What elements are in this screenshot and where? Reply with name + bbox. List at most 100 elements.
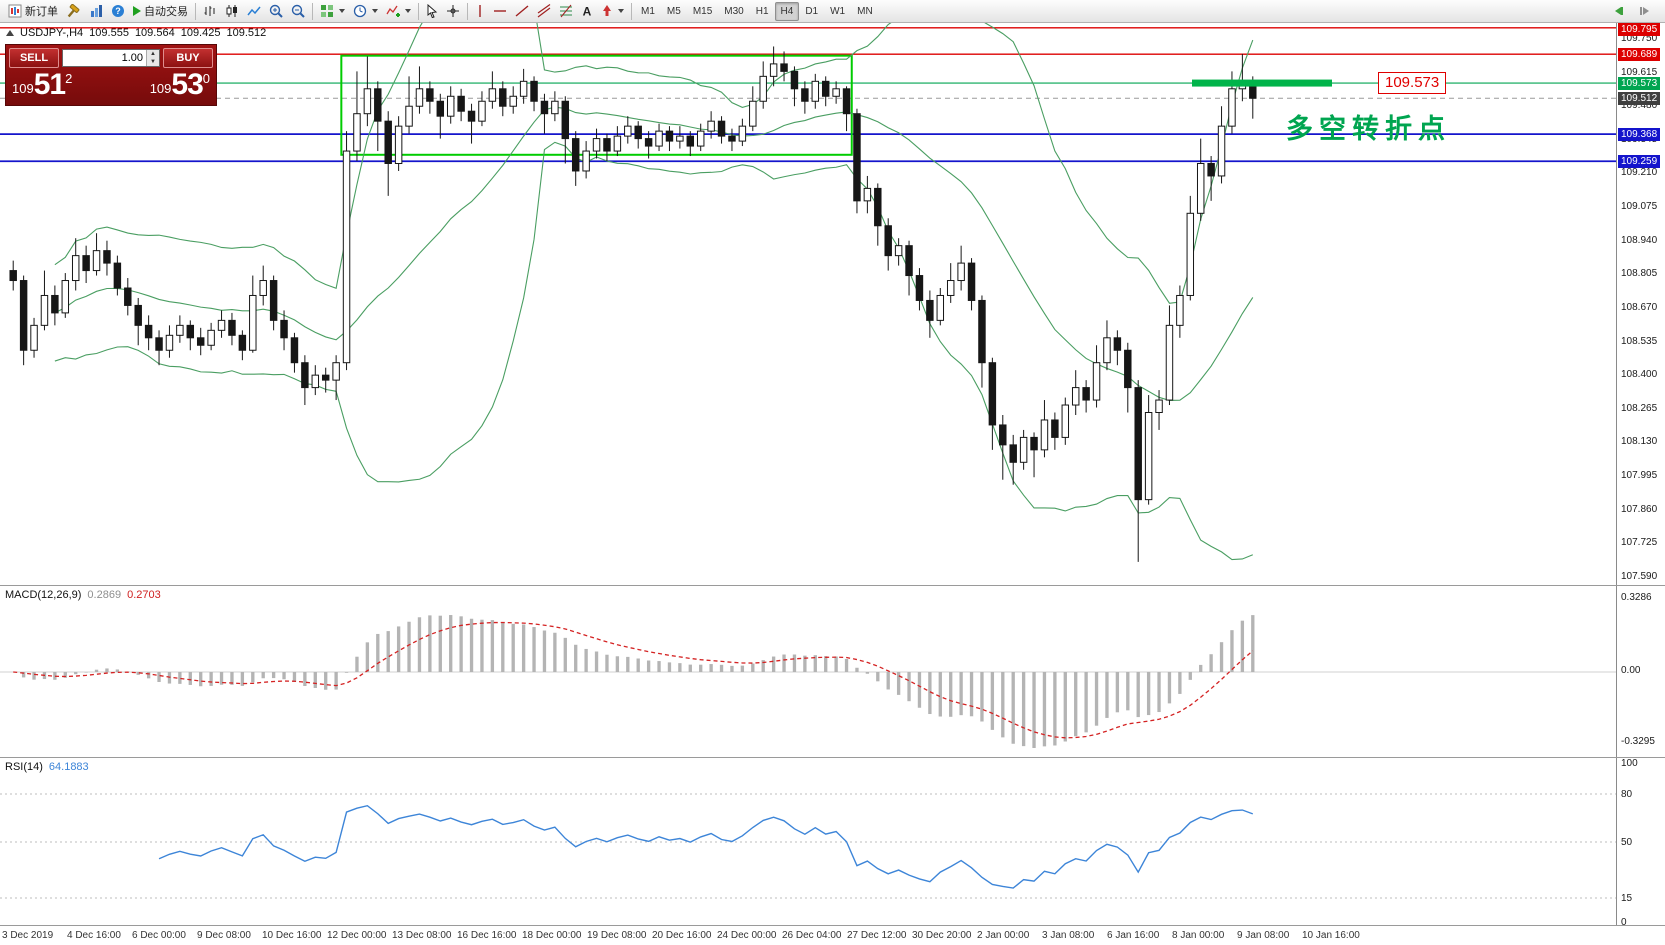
crosshair-icon — [447, 5, 459, 17]
ohlc-open: 109.555 — [89, 27, 129, 39]
timeframe-w1[interactable]: W1 — [830, 5, 846, 17]
price-scale-label: 0 — [1621, 917, 1627, 928]
rsi-label-row: RSI(14) 64.1883 — [5, 761, 89, 773]
crosshair-button[interactable] — [442, 2, 464, 21]
timeframe-h4[interactable]: H4 — [774, 1, 800, 21]
ohlc-high: 109.564 — [134, 27, 175, 39]
buy-button[interactable]: BUY — [163, 48, 213, 68]
indicators-button[interactable] — [382, 2, 415, 21]
svg-text:?: ? — [115, 6, 121, 16]
timeframe-h1[interactable]: H1 — [755, 5, 769, 17]
price-scale-badge: 109.259 — [1618, 154, 1661, 168]
volume-up-icon[interactable]: ▲ — [147, 50, 159, 58]
channel-button[interactable] — [533, 2, 555, 21]
dropdown-caret-icon — [372, 9, 378, 13]
profiles-button[interactable] — [85, 2, 107, 21]
ask-big-digits: 53 — [171, 68, 203, 101]
rsi-name: RSI(14) — [5, 761, 43, 773]
horizontal-line-button[interactable] — [489, 2, 511, 21]
timeframe-m15[interactable]: M15 — [692, 5, 713, 17]
price-scale[interactable]: 109.750109.615109.480109.345109.210109.0… — [1616, 23, 1665, 585]
price-scale-label: 108.130 — [1621, 436, 1658, 448]
time-axis-label: 9 Dec 08:00 — [197, 930, 251, 941]
volume-stepper[interactable]: ▲ ▼ — [146, 50, 159, 66]
time-axis-label: 27 Dec 12:00 — [847, 930, 907, 941]
time-axis-label: 3 Jan 08:00 — [1042, 930, 1095, 941]
text-button[interactable]: A — [577, 2, 597, 21]
dropdown-caret-icon — [339, 9, 345, 13]
price-scale-label: 107.860 — [1621, 503, 1658, 515]
price-scale-label: 109.210 — [1621, 167, 1658, 179]
timeframe-m30[interactable]: M30 — [724, 5, 744, 17]
candlestick-chart-button[interactable] — [221, 2, 243, 21]
rsi-scale[interactable]: 100 80 50 15 0 — [1616, 758, 1665, 928]
ohlc-close: 109.512 — [226, 27, 267, 39]
price-scale-label: -0.3295 — [1621, 736, 1655, 747]
time-axis-label: 8 Jan 00:00 — [1172, 930, 1225, 941]
dropdown-caret-icon — [618, 9, 624, 13]
arrows-icon — [603, 5, 611, 16]
auto-scroll-icon — [1615, 7, 1623, 15]
candlestick-chart-icon — [226, 5, 237, 17]
price-scale-label: 107.995 — [1621, 469, 1658, 481]
bid-price: 109 51 2 — [12, 70, 72, 100]
trendline-button[interactable] — [511, 2, 533, 21]
toolbar-separator — [631, 2, 632, 20]
metaeditor-hammer-icon — [67, 4, 80, 18]
rsi-panel: RSI(14) 64.1883 100 80 50 15 0 — [0, 757, 1665, 928]
price-scale-label: 108.805 — [1621, 268, 1658, 280]
time-axis-label: 3 Dec 2019 — [2, 930, 54, 941]
time-axis-label: 19 Dec 08:00 — [587, 930, 647, 941]
sell-button[interactable]: SELL — [9, 48, 59, 68]
ask-pip-digit: 0 — [202, 71, 210, 86]
tile-windows-icon — [321, 5, 333, 17]
time-axis-label: 6 Dec 00:00 — [132, 930, 186, 941]
macd-panel: MACD(12,26,9) 0.2869 0.2703 0.3286 0.00 -0… — [0, 585, 1665, 757]
help-button[interactable]: ? — [107, 2, 129, 21]
macd-canvas[interactable] — [0, 586, 1616, 757]
price-scale-badge: 109.689 — [1618, 47, 1661, 61]
price-scale-label: 109.075 — [1621, 201, 1658, 213]
volume-down-icon[interactable]: ▼ — [147, 58, 159, 66]
time-axis-label: 24 Dec 00:00 — [717, 930, 777, 941]
profiles-icon — [91, 5, 102, 17]
timeframe-d1[interactable]: D1 — [805, 5, 819, 17]
metaeditor-button[interactable] — [62, 2, 85, 21]
price-scale-label: 0.3286 — [1621, 592, 1652, 603]
arrows-button[interactable] — [597, 2, 628, 21]
timeframe-m5[interactable]: M5 — [666, 5, 681, 17]
zoom-out-button[interactable] — [287, 2, 309, 21]
timeframe-mn[interactable]: MN — [857, 5, 873, 17]
new-order-label: 新订单 — [25, 6, 58, 18]
fibonacci-button[interactable] — [555, 2, 577, 21]
auto-trading-button[interactable]: 自动交易 — [129, 2, 192, 21]
one-click-toggle[interactable] — [6, 30, 14, 36]
price-scale-label: 109.480 — [1621, 100, 1658, 112]
time-axis-label: 30 Dec 20:00 — [912, 930, 972, 941]
line-chart-button[interactable] — [243, 2, 265, 21]
cursor-icon — [427, 4, 438, 18]
main-chart-canvas[interactable] — [0, 23, 1616, 585]
price-level-tag[interactable]: 109.573 — [1378, 72, 1447, 95]
cursor-button[interactable] — [422, 2, 442, 21]
macd-scale[interactable]: 0.3286 0.00 -0.3295 — [1616, 586, 1665, 757]
new-order-button[interactable]: 新订单 — [4, 2, 62, 21]
chart-shift-button[interactable] — [1632, 2, 1655, 21]
volume-input[interactable]: 1.00 ▲ ▼ — [62, 49, 160, 67]
periods-button[interactable] — [349, 2, 382, 21]
rsi-canvas[interactable] — [0, 758, 1616, 925]
indicators-icon — [386, 5, 400, 17]
timeframe-m1[interactable]: M1 — [641, 5, 655, 17]
price-scale-label: 108.940 — [1621, 234, 1658, 246]
zoom-in-button[interactable] — [265, 2, 287, 21]
chart-annotation-text[interactable]: 多空转折点 — [1286, 114, 1451, 144]
auto-scroll-button[interactable] — [1609, 2, 1632, 21]
zoom-out-icon — [291, 4, 305, 18]
vertical-line-button[interactable] — [471, 2, 489, 21]
bars-chart-button[interactable] — [199, 2, 221, 21]
price-scale-label: 108.265 — [1621, 402, 1658, 414]
time-axis[interactable]: 3 Dec 2019 4 Dec 16:00 6 Dec 00:00 9 Dec 08… — [0, 925, 1665, 945]
price-scale-badge: 109.368 — [1618, 127, 1661, 141]
tile-windows-button[interactable] — [316, 2, 349, 21]
bid-big-digits: 51 — [33, 68, 66, 101]
